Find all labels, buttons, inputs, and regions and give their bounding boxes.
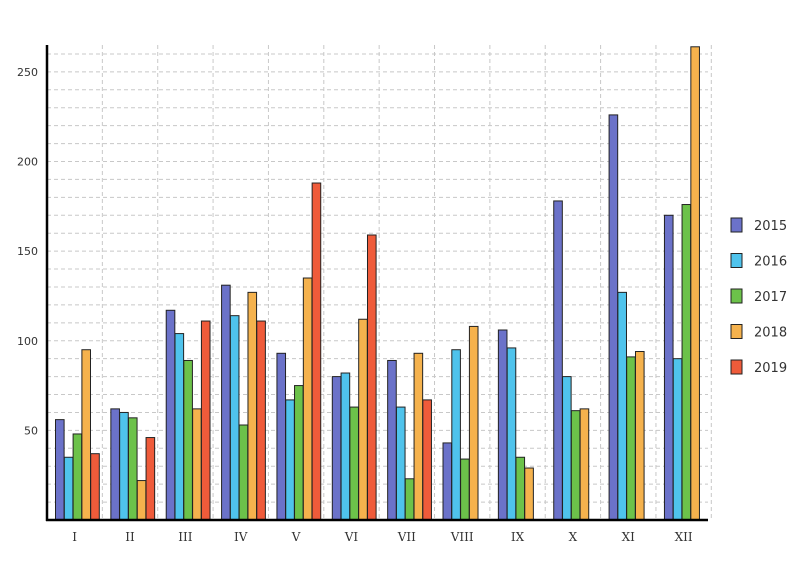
bar-2015-V — [276, 352, 287, 521]
x-tick-label: XI — [622, 530, 636, 544]
legend: 2015 2016 2017 2018 2019 — [730, 217, 787, 376]
bar-2017-VIII — [460, 458, 470, 521]
bar-2016-IV — [229, 315, 240, 521]
bar-2015-III — [165, 309, 176, 521]
legend-label: 2018 — [754, 326, 787, 341]
bar-2018-XI — [634, 351, 645, 521]
x-tick-label: I — [72, 530, 77, 544]
bar-2015-IV — [221, 284, 231, 521]
bar-2019-I — [90, 453, 100, 521]
bar-2017-V — [294, 385, 304, 521]
bar-2017-I — [72, 433, 83, 521]
legend-swatch — [730, 253, 743, 268]
x-tick-label: V — [291, 530, 301, 544]
legend-label: 2016 — [754, 255, 787, 270]
bar-2016-I — [63, 456, 74, 521]
bar-2016-II — [119, 411, 129, 521]
bar-2018-XII — [690, 46, 700, 521]
axes — [45, 45, 708, 522]
x-tick-labels: I II III IV V VI VII VIII IX X XI XII — [72, 530, 693, 544]
bar-2018-VII — [413, 352, 424, 521]
bar-2019-V — [311, 182, 322, 521]
y-tick-label: 150 — [17, 245, 38, 258]
x-tick-label: XII — [675, 530, 693, 544]
bar-2015-I — [55, 419, 65, 521]
bar-2017-IX — [515, 456, 526, 521]
x-tick-label: IV — [234, 530, 248, 544]
legend-label: 2019 — [754, 361, 787, 376]
bar-2018-II — [136, 480, 147, 521]
bar-2015-VII — [387, 359, 397, 521]
legend-label: 2015 — [754, 219, 787, 234]
bar-2019-IV — [256, 320, 266, 521]
x-tick-label: VIII — [450, 530, 474, 544]
y-tick-labels: 50 100 150 200 250 — [17, 66, 38, 437]
bar-2019-II — [145, 437, 156, 521]
y-tick-label: 250 — [17, 66, 38, 79]
y-tick-label: 200 — [17, 156, 38, 169]
bar-2016-IX — [506, 347, 517, 521]
bar-2019-III — [200, 320, 211, 521]
x-tick-label: IX — [511, 530, 525, 544]
bar-2018-IX — [524, 467, 534, 521]
bar-2018-IV — [247, 291, 258, 521]
bar-2016-VII — [395, 406, 406, 521]
bar-2015-VI — [331, 376, 342, 521]
bar-2018-I — [81, 349, 92, 521]
legend-swatch — [730, 288, 743, 304]
bar-2019-VI — [366, 234, 377, 521]
bar-2017-XII — [681, 204, 692, 521]
x-tick-label: VII — [397, 530, 416, 544]
bar-2016-X — [562, 376, 572, 521]
bar-2016-XII — [672, 358, 683, 521]
legend-swatch — [730, 217, 743, 233]
y-tick-label: 50 — [24, 424, 38, 437]
bar-2015-X — [553, 200, 563, 521]
bar-2016-VI — [340, 372, 351, 521]
bar-2017-VI — [349, 406, 359, 521]
bar-2017-II — [127, 417, 138, 521]
bar-2015-II — [110, 408, 120, 521]
grid-lines — [47, 45, 712, 520]
bar-2017-IV — [238, 424, 249, 521]
bar-2017-III — [183, 359, 193, 521]
legend-swatch — [730, 359, 743, 375]
bar-2018-III — [192, 408, 202, 521]
bar-2017-X — [570, 410, 581, 521]
bar-2017-XI — [626, 356, 636, 521]
y-tick-label: 100 — [17, 335, 38, 348]
x-tick-label: X — [569, 530, 578, 544]
bar-2015-IX — [497, 329, 508, 521]
bar-2015-XI — [608, 114, 619, 521]
bar-2018-V — [302, 277, 313, 521]
x-tick-label: VI — [344, 530, 359, 544]
bar-2018-VI — [358, 318, 368, 521]
x-tick-label: II — [125, 530, 135, 544]
bar-2019-VII — [422, 399, 432, 521]
bar-2016-V — [285, 399, 295, 521]
bar-2016-XI — [617, 291, 627, 521]
x-tick-label: III — [178, 530, 192, 544]
bar-2016-VIII — [451, 349, 461, 521]
bar-2018-X — [579, 408, 590, 521]
bar-2017-VII — [404, 478, 415, 521]
bars — [55, 46, 700, 521]
legend-swatch — [730, 324, 743, 339]
bar-2015-VIII — [442, 442, 453, 521]
legend-label: 2017 — [754, 290, 787, 305]
bar-2016-III — [174, 333, 185, 521]
bar-2015-XII — [663, 214, 674, 521]
bar-2018-VIII — [468, 325, 479, 521]
